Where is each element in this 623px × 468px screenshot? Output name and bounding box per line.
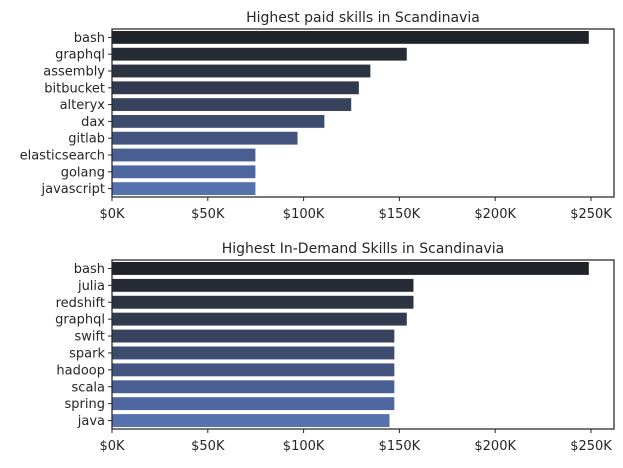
y-tick-label: redshift (56, 296, 105, 311)
y-tick-label: assembly (43, 65, 105, 80)
y-tick-label: spring (65, 397, 105, 412)
bar-gitlab (111, 131, 299, 146)
y-tick-label: bash (74, 262, 105, 277)
y-tick-label: dax (81, 115, 105, 130)
bar-elasticsearch (111, 147, 257, 163)
bar-graphql (111, 47, 408, 62)
y-tick-label: java (77, 414, 105, 429)
x-tick-label: $0K (99, 439, 125, 454)
y-tick-label: swift (75, 330, 105, 345)
bar-swift (111, 328, 395, 344)
x-tick-label: $250K (570, 439, 612, 454)
bar-scala (111, 379, 395, 394)
x-tick-label: $50K (191, 439, 225, 454)
x-tick-label: $250K (570, 207, 612, 222)
bar-assembly (111, 63, 371, 79)
bar-redshift (111, 295, 415, 310)
axes-frame (111, 28, 615, 198)
y-tick-label: graphql (55, 48, 105, 63)
y-tick-label: hadoop (56, 363, 105, 378)
y-tick-label: julia (77, 279, 105, 294)
y-tick-label: golang (61, 165, 105, 180)
chart-panel-1: Highest paid skills in Scandinavia bash gr… (20, 10, 615, 222)
x-tick-label: $200K (474, 207, 516, 222)
y-tick-label: spark (69, 346, 105, 361)
bar-hadoop (111, 362, 395, 377)
bar-java (111, 413, 391, 428)
bar-spark (111, 345, 395, 361)
x-tick-label: $50K (191, 207, 225, 222)
bar-bash (111, 261, 590, 276)
x-tick-label: $0K (99, 207, 125, 222)
bar-dax (111, 114, 325, 129)
y-tick-label: gitlab (68, 132, 105, 147)
x-tick-label: $150K (379, 439, 421, 454)
y-tick-label: scala (72, 380, 105, 395)
y-tick-label: bash (74, 31, 105, 46)
y-tick-label: graphql (55, 313, 105, 328)
y-tick-label: alteryx (60, 98, 106, 113)
y-tick-label: javascript (41, 182, 105, 197)
chart-panel-2: Highest In-Demand Skills in Scandinavia b… (55, 241, 615, 454)
bar-graphql (111, 312, 408, 327)
x-tick-label: $100K (283, 207, 325, 222)
bar-spring (111, 396, 395, 411)
bar-bash (111, 30, 590, 45)
y-tick-label: elasticsearch (20, 149, 105, 164)
x-tick-label: $100K (283, 439, 325, 454)
bar-alteryx (111, 97, 352, 112)
y-tick-label: bitbucket (44, 81, 105, 96)
chart-title: Highest paid skills in Scandinavia (246, 10, 480, 26)
bar-javascript (111, 181, 257, 196)
x-tick-label: $200K (474, 439, 516, 454)
axes-frame (111, 259, 615, 430)
bar-bitbucket (111, 80, 360, 95)
x-tick-label: $150K (379, 207, 421, 222)
bar-julia (111, 278, 415, 293)
bar-golang (111, 164, 257, 179)
chart-title: Highest In-Demand Skills in Scandinavia (222, 241, 505, 257)
